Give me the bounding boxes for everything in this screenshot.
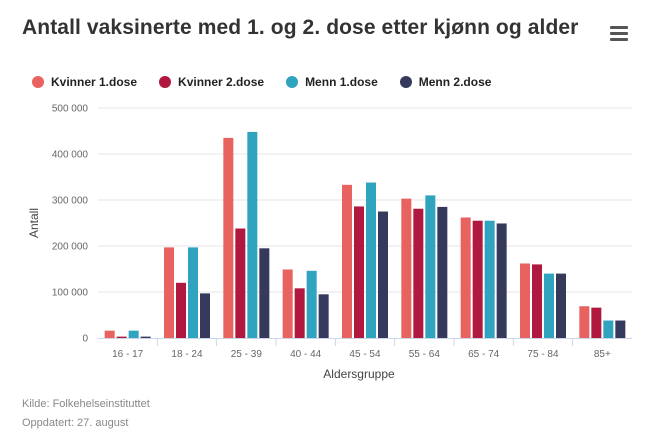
legend-label: Menn 1.dose [305, 75, 378, 89]
bar[interactable] [164, 247, 174, 338]
chart-legend: Kvinner 1.dose Kvinner 2.dose Menn 1.dose M… [32, 72, 513, 92]
legend-marker [399, 76, 412, 88]
bar[interactable] [591, 307, 602, 338]
bar[interactable] [140, 336, 151, 338]
legend-marker [32, 76, 44, 88]
legend-marker [286, 76, 299, 88]
bar[interactable] [413, 208, 424, 338]
bar[interactable] [556, 273, 566, 338]
bar[interactable] [176, 282, 186, 338]
legend-item-0[interactable]: Kvinner 1.dose [32, 75, 137, 89]
bar[interactable] [579, 306, 590, 338]
bar[interactable] [378, 211, 388, 339]
y-tick-label: 500 000 [52, 104, 89, 115]
legend-label: Menn 2.dose [418, 75, 492, 89]
bar[interactable] [520, 263, 530, 338]
bar[interactable] [259, 248, 270, 338]
y-tick-label: 100 000 [52, 288, 89, 299]
y-axis-title: Antall [27, 208, 41, 238]
bar[interactable] [532, 264, 542, 338]
bar[interactable] [247, 131, 258, 338]
y-tick-label: 200 000 [52, 242, 89, 253]
bar[interactable] [223, 137, 234, 338]
bar[interactable] [615, 320, 626, 338]
bar[interactable] [342, 184, 352, 338]
bar[interactable] [294, 288, 305, 338]
bar[interactable] [496, 223, 507, 338]
x-tick-label: 45 - 54 [349, 349, 381, 360]
legend-item-1[interactable]: Kvinner 2.dose [159, 75, 264, 89]
bar[interactable] [425, 195, 436, 338]
bar[interactable] [544, 273, 554, 338]
x-tick-label: 25 - 39 [231, 349, 263, 360]
x-tick-label: 40 - 44 [290, 349, 322, 360]
x-tick-label: 85+ [594, 349, 611, 360]
bar[interactable] [603, 320, 614, 338]
bar[interactable] [437, 206, 448, 338]
bar[interactable] [200, 293, 210, 338]
x-tick-label: 65 - 74 [468, 349, 500, 360]
bar[interactable] [306, 270, 317, 338]
updated-note: Oppdatert: 27. august [22, 417, 129, 429]
y-tick-label: 300 000 [52, 196, 89, 207]
legend-label: Kvinner 1.dose [51, 75, 138, 89]
legend-label: Kvinner 2.dose [178, 75, 265, 89]
legend-item-2[interactable]: Menn 1.dose [286, 75, 378, 89]
bar[interactable] [282, 269, 293, 338]
legend-item-3[interactable]: Menn 2.dose [399, 75, 492, 89]
x-tick-label: 18 - 24 [171, 349, 203, 360]
bar[interactable] [460, 217, 471, 338]
source-note: Kilde: Folkehelseinstituttet [22, 398, 150, 410]
y-tick-label: 400 000 [52, 150, 89, 161]
bar[interactable] [116, 336, 127, 338]
bar[interactable] [472, 220, 483, 338]
legend-marker [159, 76, 172, 88]
x-tick-label: 75 - 84 [527, 349, 559, 360]
bar[interactable] [354, 206, 364, 338]
x-tick-label: 55 - 64 [409, 349, 441, 360]
bar[interactable] [235, 228, 246, 338]
x-axis-title: Aldersgruppe [323, 367, 395, 381]
chart-title: Antall vaksinerte med 1. og 2. dose ette… [22, 16, 579, 39]
bar[interactable] [104, 330, 115, 338]
hamburger-menu-icon[interactable] [610, 26, 628, 42]
y-tick-label: 0 [82, 334, 88, 345]
bar[interactable] [401, 198, 412, 338]
bar[interactable] [484, 220, 495, 338]
x-tick-label: 16 - 17 [112, 349, 144, 360]
bar[interactable] [128, 330, 139, 338]
bar[interactable] [366, 182, 376, 338]
bar[interactable] [318, 294, 329, 338]
bar[interactable] [188, 247, 198, 338]
